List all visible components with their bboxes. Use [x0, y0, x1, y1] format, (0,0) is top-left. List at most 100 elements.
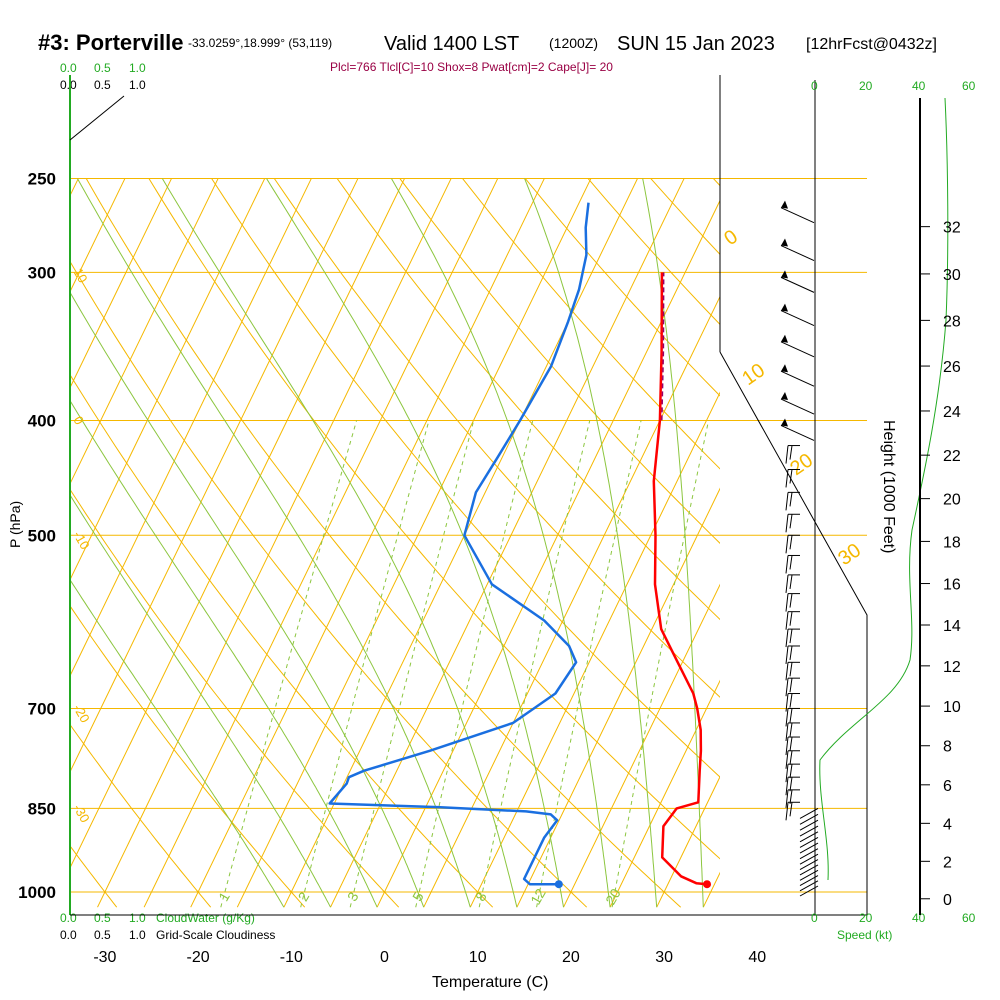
wind-barb	[780, 370, 815, 387]
wind-barb-pennant	[781, 303, 788, 312]
wind-barb	[799, 859, 819, 871]
wind-barb-feather	[785, 574, 789, 593]
wind-barb-feather	[789, 593, 793, 608]
wind-barb-feather	[785, 611, 789, 630]
dry-adiabat	[148, 178, 720, 860]
wind-barb-pennant	[781, 364, 788, 373]
wind-barb-feather	[789, 722, 793, 738]
dry-adiabat	[273, 178, 720, 698]
wind-barb	[799, 875, 819, 887]
height-label-0: 0	[943, 892, 952, 909]
dry-adiabat	[462, 178, 720, 470]
isotherm	[330, 178, 685, 908]
station-title: #3: Porterville	[38, 30, 184, 55]
cloud-tick-bottom-0: 0.0	[60, 928, 77, 942]
wind-barb	[799, 825, 819, 837]
wind-barb-feather	[789, 514, 793, 529]
isotherm	[469, 391, 720, 908]
dry-adiabat	[587, 178, 720, 326]
wind-barb	[799, 864, 819, 876]
height-label-24: 24	[943, 404, 961, 421]
height-label-28: 28	[943, 313, 961, 330]
speed-tick-top-20: 20	[859, 79, 873, 93]
cw-tick-bottom-0: 0.0	[60, 911, 77, 925]
cloud-scale-line	[69, 95, 125, 141]
indices-text: Plcl=766 Tlcl[C]=10 Shox=8 Pwat[cm]=2 Ca…	[330, 60, 613, 74]
speed-tick-bottom-20: 20	[859, 911, 873, 925]
isotherm	[376, 199, 720, 908]
isotherm	[70, 178, 359, 773]
isotherm	[656, 775, 720, 908]
cloud-tick-bottom-1: 0.5	[94, 928, 111, 942]
wind-barb-feather	[789, 789, 793, 804]
wind-barb	[780, 245, 815, 262]
dry-adiabat	[70, 605, 306, 908]
dry-adiabat-label: 0	[720, 226, 742, 250]
x-tick-10: 10	[469, 949, 487, 966]
coords-text: -33.0259°,18.999° (53,119)	[188, 36, 332, 50]
mixing-ratio-label: 1	[215, 889, 233, 904]
wind-barb	[799, 813, 819, 825]
height-label-12: 12	[943, 659, 961, 676]
isotherm	[70, 178, 219, 485]
wind-barb-feather	[785, 736, 789, 756]
dry-adiabat	[524, 178, 720, 397]
wind-barb	[780, 207, 815, 224]
wind-barb-feather	[789, 535, 793, 550]
wind-barb-feather	[789, 736, 793, 752]
mixing-ratio-grid	[220, 420, 710, 908]
height-label-10: 10	[943, 699, 961, 716]
dewpoint-line	[328, 202, 590, 886]
cloud-tick-top-1: 0.5	[94, 78, 111, 92]
cloud-tick-top-2: 1.0	[129, 78, 146, 92]
wind-barbs	[780, 200, 819, 897]
wind-barb-feather	[789, 662, 793, 677]
wind-barb-feather	[789, 750, 793, 765]
isotherm	[609, 679, 720, 908]
wind-barb	[799, 831, 819, 843]
isotherm	[283, 178, 638, 908]
moist-adiabat	[70, 291, 425, 908]
parcel-path	[661, 272, 665, 421]
height-label-18: 18	[943, 534, 961, 551]
mixing-ratio-line	[349, 420, 475, 908]
dry-adiabat	[336, 178, 720, 621]
valid-time: Valid 1400 LST	[384, 33, 519, 55]
cw-tick-bottom-1: 0.5	[94, 911, 111, 925]
wind-barb-feather	[785, 593, 789, 612]
pressure-label-700: 700	[28, 699, 56, 718]
wind-barb-feather	[789, 445, 793, 460]
terrain-boundary	[719, 351, 868, 915]
dry-adiabat-label: 10	[738, 359, 769, 390]
wind-barb-feather	[785, 469, 789, 488]
wind-barb	[799, 807, 819, 819]
wind-barb	[780, 310, 815, 327]
wind-barb-feather	[789, 708, 793, 723]
wind-barb	[799, 848, 819, 860]
wind-barb-feather	[789, 574, 793, 589]
wind-barb-feather	[789, 802, 793, 817]
x-tick-30: 30	[655, 949, 673, 966]
wind-barb-feather	[785, 514, 789, 533]
wind-speed-profile	[819, 97, 949, 881]
mixing-ratio-line	[415, 420, 534, 908]
speed-tick-bottom-0: 0	[811, 911, 818, 925]
dry-adiabat	[70, 488, 400, 908]
mixing-ratio-label: 12	[527, 886, 549, 908]
mixing-ratio-line	[220, 420, 358, 908]
wind-barb-feather	[789, 693, 793, 708]
dry-adiabat	[85, 178, 682, 908]
wind-barb-pennant	[781, 392, 788, 401]
wind-barb-pennant	[781, 334, 788, 343]
wind-barb	[799, 869, 819, 881]
isotherm	[190, 178, 545, 908]
dry-adiabat	[211, 178, 720, 778]
pressure-label-850: 850	[28, 799, 56, 818]
moist-adiabat	[70, 399, 378, 908]
isotherm	[70, 178, 172, 389]
wind-barb	[799, 837, 819, 848]
height-label-20: 20	[943, 492, 961, 509]
pressure-label-250: 250	[28, 170, 56, 189]
pressure-label-1000: 1000	[18, 883, 56, 902]
